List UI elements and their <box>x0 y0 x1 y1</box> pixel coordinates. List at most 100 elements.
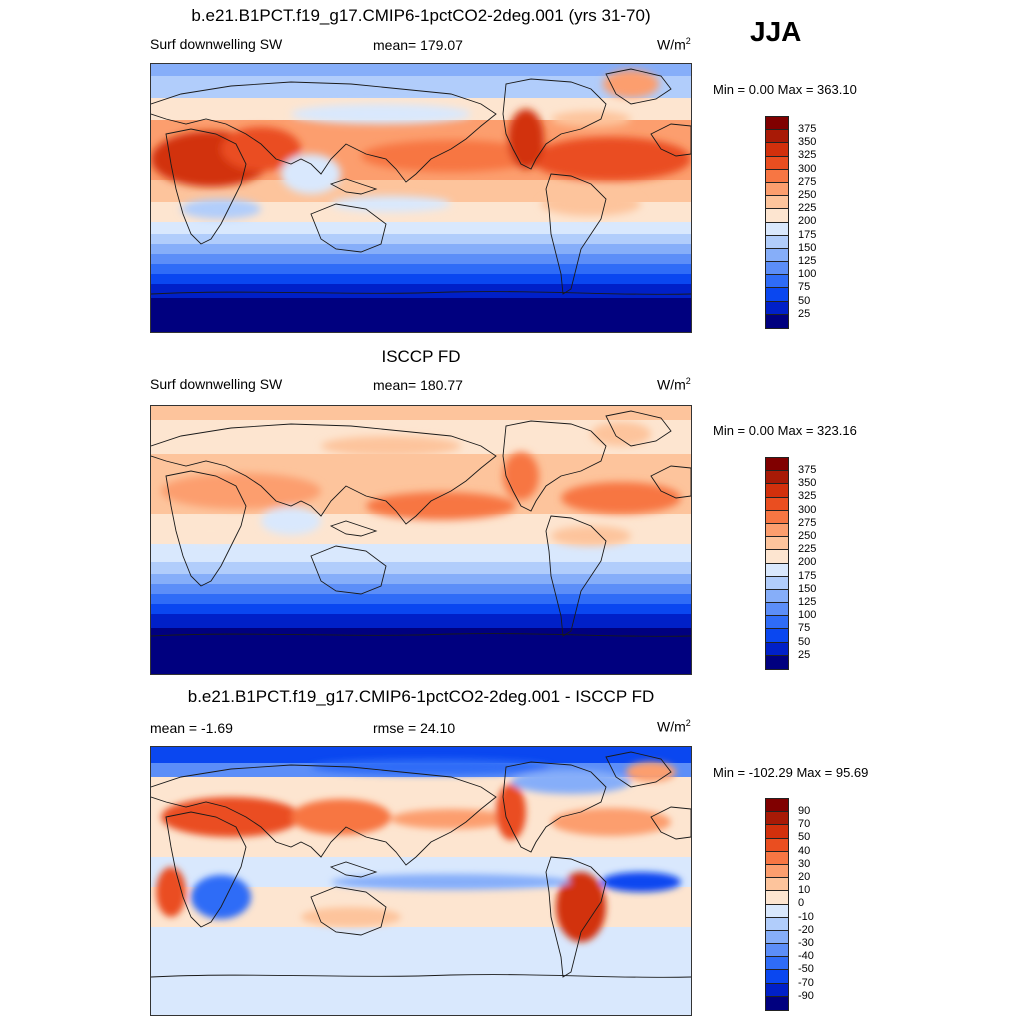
colorbar-tick-label: 100 <box>798 268 817 280</box>
colorbar-tick-label: 350 <box>798 477 817 489</box>
colorbar-tick-label: 10 <box>798 884 811 896</box>
colorbar-swatch <box>766 851 788 865</box>
colorbar-swatch <box>766 196 788 210</box>
colorbar-swatch <box>766 156 788 170</box>
colorbar-swatch <box>766 983 788 997</box>
colorbar-swatch <box>766 222 788 236</box>
colorbar-swatch <box>766 262 788 276</box>
colorbar-swatch <box>766 130 788 144</box>
colorbar-tick-label: 275 <box>798 517 817 529</box>
colorbar-tick-label: -50 <box>798 963 814 975</box>
colorbar-swatch <box>766 812 788 826</box>
colorbar-swatch <box>766 642 788 656</box>
colorbar-tick-label: 275 <box>798 176 817 188</box>
colorbar-swatch <box>766 484 788 498</box>
colorbar-swatch <box>766 301 788 315</box>
colorbar-swatch <box>766 314 788 328</box>
colorbar-tick-label: 20 <box>798 871 811 883</box>
colorbar-swatch <box>766 996 788 1010</box>
colorbar-swatch <box>766 589 788 604</box>
colorbar-tick-label: 250 <box>798 530 817 542</box>
colorbar-swatch <box>766 471 788 485</box>
map-field <box>151 406 691 674</box>
colorbar-swatch <box>766 891 788 905</box>
colorbar-tick-label: 375 <box>798 123 817 135</box>
colorbar-tick-label: 25 <box>798 649 811 661</box>
colorbar-tick-label: -30 <box>798 937 814 949</box>
colorbar-tick-label: -20 <box>798 924 814 936</box>
colorbar-swatch <box>766 603 788 617</box>
colorbar-swatch <box>766 655 788 669</box>
colorbar-swatch <box>766 209 788 223</box>
colorbar-tick-label: 100 <box>798 609 817 621</box>
min-max-label: Min = -102.29 Max = 95.69 <box>713 765 869 780</box>
colorbar-swatch <box>766 275 788 289</box>
colorbar-tick-label: 350 <box>798 136 817 148</box>
colorbar-tick-label: 150 <box>798 242 817 254</box>
colorbar-swatch <box>766 235 788 249</box>
units-label: W/m2 <box>657 718 691 735</box>
colorbar-swatch <box>766 864 788 879</box>
season-label: JJA <box>750 16 802 47</box>
colorbar-tick-label: 50 <box>798 636 811 648</box>
colorbar-swatch <box>766 904 788 918</box>
colorbar-tick-label: 70 <box>798 818 811 830</box>
min-max-label: Min = 0.00 Max = 323.16 <box>713 423 857 438</box>
colorbar-tick-label: 325 <box>798 149 817 161</box>
rmse-label: rmse = 24.10 <box>373 720 456 736</box>
colorbar-tick-label: 75 <box>798 281 811 293</box>
colorbar-tick-label: 300 <box>798 504 817 516</box>
colorbar-swatch <box>766 799 788 813</box>
colorbar-swatch <box>766 458 788 472</box>
colorbar-swatch <box>766 917 788 931</box>
colorbar-swatch <box>766 537 788 551</box>
panel-title: b.e21.B1PCT.f19_g17.CMIP6-1pctCO2-2deg.0… <box>191 6 651 25</box>
colorbar-swatch <box>766 878 788 892</box>
colorbar-swatch <box>766 182 788 197</box>
colorbar-tick-label: -10 <box>798 911 814 923</box>
colorbar-swatch <box>766 930 788 945</box>
colorbar-tick-label: 150 <box>798 583 817 595</box>
map-field <box>151 747 691 1015</box>
colorbar-swatch <box>766 550 788 564</box>
colorbar <box>765 116 789 329</box>
colorbar-swatch <box>766 523 788 538</box>
colorbar-tick-label: 0 <box>798 897 805 909</box>
units-label: W/m2 <box>657 376 691 393</box>
colorbar-swatch <box>766 838 788 852</box>
colorbar-swatch <box>766 117 788 131</box>
min-max-label: Min = 0.00 Max = 363.10 <box>713 82 857 97</box>
colorbar-tick-label: 325 <box>798 490 817 502</box>
colorbar-tick-label: 125 <box>798 596 817 608</box>
colorbar <box>765 798 789 1011</box>
colorbar-tick-label: -90 <box>798 990 814 1002</box>
colorbar-tick-label: 300 <box>798 163 817 175</box>
colorbar-swatch <box>766 288 788 302</box>
map-model <box>150 63 692 333</box>
colorbar-tick-label: 50 <box>798 831 811 843</box>
colorbar-tick-label: 200 <box>798 556 817 568</box>
colorbar-tick-label: 375 <box>798 464 817 476</box>
map-obs <box>150 405 692 675</box>
colorbar-swatch <box>766 629 788 643</box>
colorbar-tick-label: 225 <box>798 202 817 214</box>
colorbar-swatch <box>766 616 788 630</box>
colorbar-swatch <box>766 944 788 958</box>
colorbar-tick-label: 200 <box>798 215 817 227</box>
colorbar-swatch <box>766 510 788 524</box>
colorbar-tick-label: 175 <box>798 570 817 582</box>
variable-label: Surf downwelling SW <box>150 36 283 52</box>
map-field <box>151 64 691 332</box>
colorbar-swatch <box>766 957 788 971</box>
colorbar-tick-label: 50 <box>798 295 811 307</box>
colorbar-swatch <box>766 143 788 157</box>
colorbar-swatch <box>766 970 788 984</box>
colorbar-tick-label: -40 <box>798 950 814 962</box>
colorbar-tick-label: -70 <box>798 977 814 989</box>
colorbar-tick-label: 75 <box>798 622 811 634</box>
colorbar-tick-label: 25 <box>798 308 811 320</box>
mean-label: mean= 179.07 <box>373 37 463 53</box>
colorbar-tick-label: 30 <box>798 858 811 870</box>
colorbar-tick-label: 175 <box>798 229 817 241</box>
mean-label: mean = -1.69 <box>150 720 233 736</box>
